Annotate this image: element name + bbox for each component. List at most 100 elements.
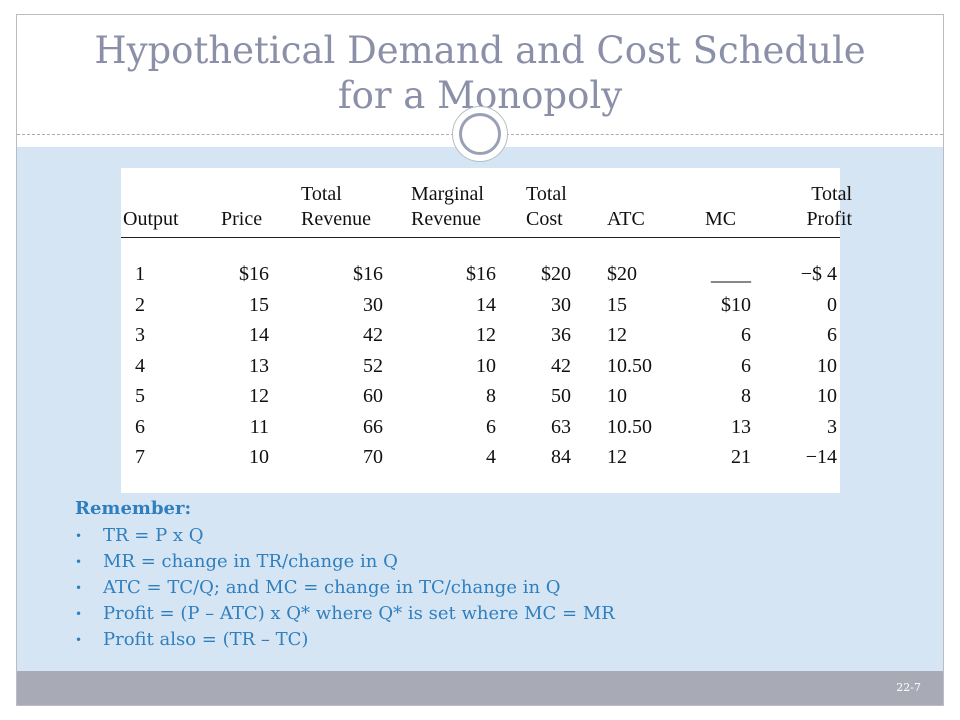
table-cell: 12 xyxy=(476,324,496,346)
table-cell: 52 xyxy=(363,354,383,377)
column-header: Total Cost xyxy=(526,182,601,232)
table-cell: 36 xyxy=(551,324,571,346)
table-cell: 6 xyxy=(741,324,751,346)
page-number: 22-7 xyxy=(896,681,921,694)
column-header-bottom: ATC xyxy=(607,208,645,230)
note-text: Profit also = (TR – TC) xyxy=(103,629,309,650)
column-header-top xyxy=(607,182,697,207)
column-header-top xyxy=(123,182,203,207)
table-cell: 10.50 xyxy=(607,415,652,438)
note-item: • Profit = (P – ATC) x Q* where Q* is set… xyxy=(75,601,615,627)
circle-ornament xyxy=(452,106,508,162)
table-cell: 2 xyxy=(135,293,145,316)
column-header-bottom: MC xyxy=(705,208,737,230)
table-cell: 15 xyxy=(249,293,269,316)
note-item: • ATC = TC/Q; and MC = change in TC/chang… xyxy=(75,575,615,601)
column-header-bottom: Output xyxy=(123,208,179,230)
table-cell: 12 xyxy=(249,385,269,407)
column-header: Total Profit xyxy=(765,182,852,232)
column-header: Total Revenue xyxy=(301,182,406,232)
table-cell: 84 xyxy=(551,446,571,468)
table-cell: 6 xyxy=(741,354,751,377)
table-cell: $16 xyxy=(466,263,496,285)
table-cell: 10 xyxy=(817,354,837,377)
table-cell: 10 xyxy=(817,385,837,407)
note-item: • TR = P x Q xyxy=(75,523,615,549)
table-cell: −14 xyxy=(805,446,837,468)
table-cell: 63 xyxy=(551,415,571,438)
column-header-top: Total xyxy=(526,183,567,205)
note-item: • Profit also = (TR – TC) xyxy=(75,627,615,653)
table-cell: 6 xyxy=(827,324,837,346)
bullet-icon: • xyxy=(75,555,83,569)
table-cell: 13 xyxy=(731,415,751,438)
table-cell: $16 xyxy=(353,263,383,285)
table-cell: 30 xyxy=(551,293,571,316)
table-cell: 60 xyxy=(363,385,383,407)
note-text: ATC = TC/Q; and MC = change in TC/change… xyxy=(103,577,561,598)
column-header-top: Total xyxy=(301,183,342,205)
column-header-bottom: Revenue xyxy=(301,208,371,230)
table-cell: 15 xyxy=(607,293,627,316)
note-text: TR = P x Q xyxy=(103,525,204,546)
column-header-bottom: Cost xyxy=(526,208,563,230)
bullet-icon: • xyxy=(75,633,83,647)
footer-bar: 22-7 xyxy=(17,671,943,705)
bullet-icon: • xyxy=(75,607,83,621)
table-cell: 70 xyxy=(363,446,383,468)
table-cell: 11 xyxy=(249,415,269,438)
table-cell: 8 xyxy=(741,385,751,407)
note-text: MR = change in TR/change in Q xyxy=(103,551,398,572)
table-cell: 21 xyxy=(731,446,751,468)
table-cell: 1 xyxy=(135,263,145,285)
column-header-bottom: Revenue xyxy=(411,208,481,230)
table-cell: 7 xyxy=(135,446,145,468)
notes-list: • TR = P x Q • MR = change in TR/change in… xyxy=(75,523,615,653)
note-text: Profit = (P – ATC) x Q* where Q* is set … xyxy=(103,603,615,624)
slide-title: Hypothetical Demand and Cost Schedule fo… xyxy=(16,28,944,118)
table-cell: $20 xyxy=(541,263,571,285)
table-cell: 3 xyxy=(135,324,145,346)
table-cell: ____ xyxy=(711,263,751,285)
column-header-top: Total xyxy=(811,183,852,205)
table-cell: 66 xyxy=(363,415,383,438)
table-cell: 14 xyxy=(476,293,496,316)
note-item: • MR = change in TR/change in Q xyxy=(75,549,615,575)
table-cell: 6 xyxy=(486,415,496,438)
column-header: Price xyxy=(221,182,291,232)
table-cell: 5 xyxy=(135,385,145,407)
table-cell: 13 xyxy=(249,354,269,377)
column-header: Marginal Revenue xyxy=(411,182,523,232)
column-header-top xyxy=(221,182,291,207)
title-area: Hypothetical Demand and Cost Schedule fo… xyxy=(16,14,944,136)
column-header-top xyxy=(705,182,773,207)
table-cell: 10 xyxy=(249,446,269,468)
notes-heading: Remember: xyxy=(75,498,192,519)
table-cell: 10.50 xyxy=(607,354,652,377)
table-cell: 6 xyxy=(135,415,145,438)
table-cell: 3 xyxy=(827,415,837,438)
column-header: Output xyxy=(123,182,203,232)
table-cell: 12 xyxy=(607,324,627,346)
slide-frame xyxy=(16,14,944,706)
column-header: MC xyxy=(705,182,773,232)
table-cell: 42 xyxy=(363,324,383,346)
header-rule xyxy=(121,237,840,238)
table-cell: 42 xyxy=(551,354,571,377)
bullet-icon: • xyxy=(75,581,83,595)
table-cell: 12 xyxy=(607,446,627,468)
column-header-bottom: Price xyxy=(221,208,263,230)
table-cell: $16 xyxy=(239,263,269,285)
column-header-bottom: Profit xyxy=(806,208,852,230)
table-cell: 14 xyxy=(249,324,269,346)
table-cell: 0 xyxy=(827,293,837,316)
table-cell: $10 xyxy=(721,293,751,316)
table-cell: 30 xyxy=(363,293,383,316)
table-cell: 50 xyxy=(551,385,571,407)
column-header: ATC xyxy=(607,182,697,232)
table-cell: 8 xyxy=(486,385,496,407)
table-cell: 10 xyxy=(607,385,627,407)
table-cell: −$ 4 xyxy=(800,263,837,285)
slide-title-line-1: Hypothetical Demand and Cost Schedule xyxy=(94,29,866,72)
demand-cost-table: Output Price Total Revenue Marginal Revenue T… xyxy=(121,168,852,493)
